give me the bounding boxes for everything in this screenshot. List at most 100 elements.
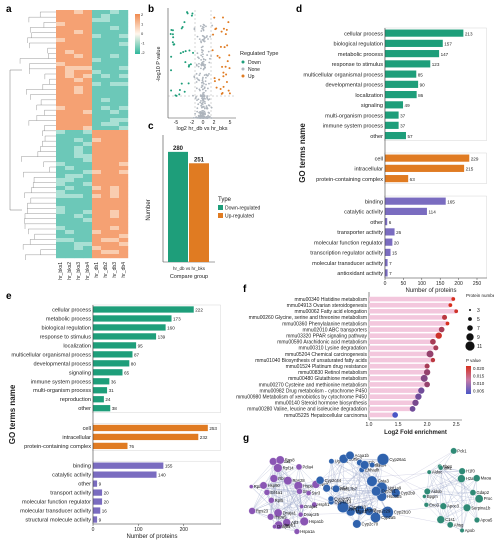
volcano-point-none (199, 94, 202, 97)
heatmap-cell (101, 18, 111, 23)
volcano-point-none (201, 51, 203, 54)
volcano-point-none (204, 36, 206, 39)
go-bar (385, 39, 443, 47)
kegg-point (424, 363, 430, 369)
heatmap-cell (74, 30, 84, 35)
volcano-point-up (226, 44, 229, 47)
go-bar (93, 516, 98, 523)
go-term-label: immune system process (31, 379, 92, 385)
heatmap-cell (83, 178, 93, 183)
network-node-label: Rps23 (256, 508, 269, 513)
network-edge (330, 481, 372, 499)
dendrogram-branch (34, 234, 56, 240)
volcano-legend-swatch (241, 74, 245, 78)
heatmap-cell (65, 214, 75, 219)
volcano-legend-swatch (241, 67, 245, 71)
heatmap-cell (119, 102, 129, 107)
volcano-point-none (196, 52, 199, 55)
volcano-point-none (195, 81, 198, 83)
network-edge (440, 467, 474, 493)
heatmap-cell (83, 166, 93, 171)
kegg-term-label: mmu01524 Platinum drug resistance (286, 364, 368, 370)
heatmap-cell (119, 90, 129, 95)
network-node (426, 469, 432, 475)
volcano-point-none (205, 76, 207, 79)
volcano-point-none (197, 65, 200, 68)
go-bar (93, 360, 130, 367)
volcano-point-none (201, 96, 204, 98)
heatmap-cell (65, 178, 75, 183)
volcano-point-none (208, 72, 210, 75)
heatmap-cell (119, 78, 129, 83)
volcano-point-none (203, 74, 206, 77)
volcano-point-up (213, 80, 216, 83)
network-node (457, 474, 466, 483)
network-node (458, 467, 466, 475)
go-term-label: developmental process (325, 83, 383, 89)
heatmap-cell (56, 58, 66, 63)
go-term-label: developmental process (33, 361, 91, 367)
network-node-label: Hspa5 (274, 514, 287, 519)
heatmap-cell (56, 54, 66, 59)
network-node-label: Apoc3 (447, 504, 460, 509)
volcano-point-up (225, 28, 228, 31)
network-node (366, 475, 378, 487)
volcano-point-up (228, 92, 231, 95)
network-node (295, 463, 303, 471)
heatmap-cell (101, 42, 111, 47)
go-value-label: 85 (418, 72, 424, 77)
go-value-label: 38 (112, 406, 118, 411)
dendrogram-branch (44, 135, 56, 142)
go-ylabel: GO terms name (298, 123, 307, 183)
volcano-point-up (222, 75, 225, 78)
network-edge (278, 485, 299, 526)
go-bar (385, 164, 465, 172)
heatmap-cell (56, 202, 66, 207)
volcano-point-down (189, 63, 192, 66)
heatmap-cell (101, 66, 111, 71)
heatmap-cell (92, 162, 102, 167)
kegg-size-label: 7 (477, 326, 480, 332)
heatmap-cell (56, 102, 66, 107)
heatmap-cell (110, 62, 120, 67)
network-edge (251, 486, 287, 523)
volcano-point-down (180, 27, 183, 30)
heatmap-cell (65, 158, 75, 163)
go-bar (93, 462, 164, 469)
heatmap-cell (74, 18, 84, 23)
go-value-label: 114 (428, 210, 436, 215)
heatmap-cell (83, 126, 93, 131)
network-node-label: Cyp2e1 (381, 489, 396, 494)
heatmap-cell (74, 166, 84, 171)
volcano-point-none (200, 67, 202, 70)
dendrogram-branch (22, 244, 56, 250)
volcano-point-up (215, 27, 218, 30)
heatmap-cell (56, 10, 66, 15)
heatmap-cell (101, 90, 111, 95)
go-bar (385, 175, 409, 183)
network-node-label: Idh1 (444, 465, 453, 470)
heatmap-cell (92, 238, 102, 243)
heatmap-cell (65, 54, 75, 59)
kegg-term-label: mmu00270 Cysteine and methionine metabol… (259, 382, 367, 388)
volcano-point-none (200, 62, 203, 64)
heatmap-cell (65, 210, 75, 215)
volcano-point-none (203, 40, 206, 43)
volcano-point-none (195, 87, 198, 90)
network-edge (368, 459, 384, 512)
heatmap-color-scale (135, 14, 140, 54)
go-value-label: 140 (158, 473, 166, 478)
volcano-point-none (201, 103, 204, 105)
heatmap-cell (65, 238, 75, 243)
dendrogram-branch (40, 146, 56, 152)
network-edge (252, 510, 297, 532)
network-node-label: Eef1a1 (277, 459, 291, 464)
dendrogram-branch (47, 48, 56, 54)
heatmap-cell (119, 214, 129, 219)
heatmap-cell (110, 54, 120, 59)
kegg-color-label: 0.005 (473, 389, 485, 394)
heatmap-cell (83, 62, 93, 67)
heatmap-cell (65, 218, 75, 223)
volcano-point-none (200, 30, 203, 32)
heatmap-cell (92, 138, 102, 143)
